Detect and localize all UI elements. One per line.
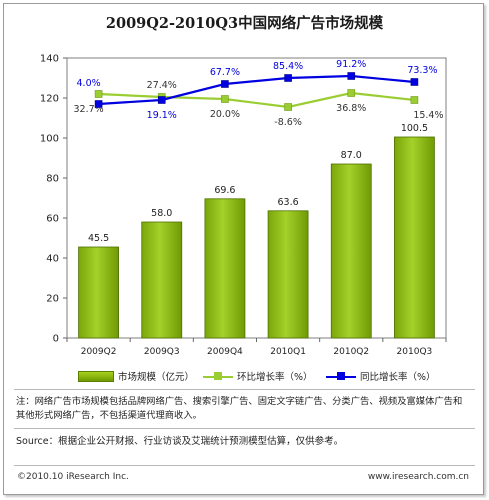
bar-2010Q3 [394,136,435,339]
bar-label-2009Q3: 58.0 [151,208,172,219]
y-tick-label-140: 140 [40,54,59,65]
legend-yoy-swatch [326,371,356,381]
bar-label-2010Q2: 87.0 [341,150,362,161]
bar-label-2009Q4: 69.6 [214,185,235,196]
divider-middle [14,428,475,429]
x-tick-label-2010Q1: 2010Q1 [270,347,306,357]
y-tick-label-60: 60 [46,214,59,225]
yoy-marker-2009Q3 [157,96,166,104]
x-tick-label-2009Q2: 2009Q2 [81,347,117,357]
legend-label-qoq: 环比增长率（%） [237,372,313,383]
series-qoq-label-2009Q3: 27.4% [147,80,177,91]
qoq-marker-2009Q4 [221,95,229,103]
qoq-marker-2010Q1 [284,103,292,111]
series-qoq-label-2010Q1: -8.6% [274,117,302,128]
bar-2010Q2 [330,163,372,339]
plot-area [66,57,447,339]
series-yoy-label-2010Q3: 73.3% [407,65,437,76]
bar-2010Q1 [267,210,309,339]
x-tick-label-2009Q3: 2009Q3 [144,347,180,357]
bar-label-2010Q3: 100.5 [401,123,428,134]
legend-item-qoq: 环比增长率（%） [203,369,313,383]
series-yoy-label-2010Q2: 91.2% [336,59,366,70]
legend-qoq-swatch [203,371,233,381]
y-tick-label-120: 120 [40,94,59,105]
y-tick-label-80: 80 [46,174,59,185]
yoy-marker-2009Q4 [221,80,229,88]
bar-label-2009Q2: 45.5 [88,233,109,244]
series-line-qoq [98,91,415,109]
copyright: ©2010.10 iResearch Inc. [17,472,129,482]
chart-title: 2009Q2-2010Q3中国网络广告市场规模 [105,15,384,32]
series-qoq-label-2010Q3: 15.4% [413,110,443,121]
qoq-marker-2010Q3 [410,96,419,104]
legend-bar-swatch [78,370,114,382]
y-tick-label-100: 100 [40,134,59,145]
x-tick-label-2010Q3: 2010Q3 [397,347,433,357]
y-tick-label-0: 0 [53,334,59,345]
divider-top [14,389,475,390]
bar-label-2010Q1: 63.6 [278,197,299,208]
y-tick-label-40: 40 [46,254,59,265]
bar-2009Q3 [141,221,183,339]
series-yoy-label-2009Q2: 4.0% [77,78,101,89]
bar-2009Q4 [204,198,246,339]
series-line-yoy [98,74,415,106]
x-tick-label-2009Q4: 2009Q4 [207,347,243,357]
series-qoq-label-2009Q2: 32.7% [73,104,103,115]
footer-url: www.iresearch.com.cn [367,472,469,482]
legend-item-yoy: 同比增长率（%） [326,369,436,383]
series-yoy-label-2009Q4: 67.7% [210,67,240,78]
legend-item-market-size: 市场规模（亿元） [78,369,194,383]
yoy-marker-2010Q3 [410,78,419,86]
legend-label-market-size: 市场规模（亿元） [118,372,195,383]
x-tick-label-2010Q2: 2010Q2 [333,347,369,357]
qoq-marker-2009Q2 [94,90,103,98]
divider-bottom [14,465,475,466]
footnote: 注：网络广告市场规模包括品牌网络广告、搜索引擎广告、固定文字链广告、分类广告、视… [16,396,463,421]
series-yoy-label-2010Q1: 85.4% [273,61,303,72]
yoy-marker-2010Q1 [284,74,292,82]
source-note: Source：根据企业公开财报、行业访谈及艾瑞统计预测模型估算，仅供参考。 [16,436,344,447]
qoq-marker-2010Q2 [347,89,356,97]
y-tick-label-20: 20 [46,294,59,305]
legend: 市场规模（亿元） 环比增长率（%） 同比增长率（%） [0,369,489,387]
yoy-marker-2010Q2 [347,72,356,80]
bar-2009Q2 [78,246,119,339]
series-qoq-label-2010Q2: 36.8% [336,103,366,114]
yoy-marker-2009Q2 [94,100,103,108]
series-yoy-label-2009Q3: 19.1% [147,110,177,121]
legend-label-yoy: 同比增长率（%） [360,372,436,383]
series-qoq-label-2009Q4: 20.0% [210,109,240,120]
